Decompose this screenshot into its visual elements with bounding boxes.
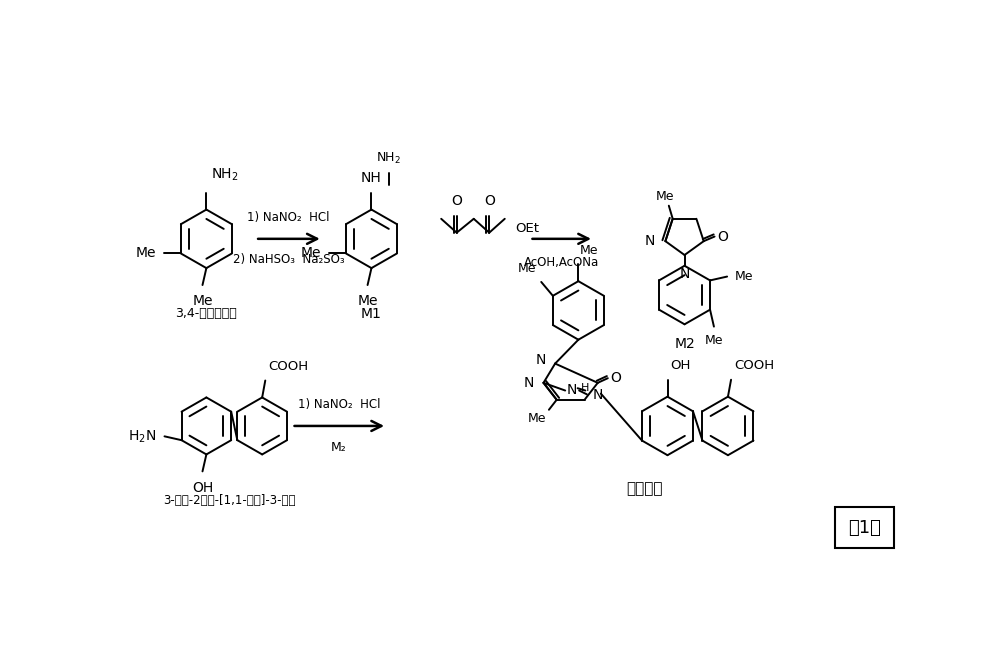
Text: AcOH,AcONa: AcOH,AcONa (524, 256, 599, 269)
Text: Me: Me (705, 334, 723, 348)
Text: Me: Me (580, 244, 598, 257)
Text: OH: OH (192, 481, 213, 495)
Text: O: O (718, 230, 729, 244)
Text: NH$_2$: NH$_2$ (376, 152, 401, 166)
Text: N: N (679, 267, 690, 281)
Text: M2: M2 (674, 338, 695, 352)
Text: OH: OH (671, 359, 691, 372)
Text: O: O (610, 371, 621, 385)
Text: 2) NaHSO₃  Na₂SO₃: 2) NaHSO₃ Na₂SO₃ (233, 254, 344, 267)
Text: 1) NaNO₂  HCl: 1) NaNO₂ HCl (298, 399, 380, 411)
Text: N: N (593, 388, 603, 402)
Text: O: O (451, 194, 462, 208)
Text: H$_2$N: H$_2$N (128, 428, 156, 445)
Text: 3,4-二甲基苯胺: 3,4-二甲基苯胺 (176, 307, 237, 320)
Text: Me: Me (192, 295, 213, 308)
Text: COOH: COOH (268, 360, 308, 373)
Text: N: N (567, 383, 577, 397)
Text: 3-氨基-2羟基-[1,1-联苯]-3-甲酸: 3-氨基-2羟基-[1,1-联苯]-3-甲酸 (163, 494, 296, 506)
Text: H: H (581, 383, 589, 393)
Text: N: N (644, 234, 655, 248)
Text: Me: Me (527, 412, 546, 425)
Text: OEt: OEt (515, 222, 539, 235)
Text: Me: Me (136, 246, 156, 260)
FancyBboxPatch shape (835, 507, 894, 548)
Text: Me: Me (656, 191, 674, 203)
Text: Me: Me (735, 270, 753, 283)
Text: COOH: COOH (734, 359, 774, 372)
Text: N: N (524, 376, 534, 390)
Text: （1）: （1） (848, 518, 881, 537)
Text: O: O (484, 194, 495, 208)
Text: Me: Me (517, 262, 536, 275)
Text: 艾曲波帕: 艾曲波帕 (626, 481, 662, 496)
Text: NH: NH (360, 171, 381, 185)
Text: M1: M1 (361, 307, 382, 320)
Text: N: N (535, 354, 546, 367)
Text: 1) NaNO₂  HCl: 1) NaNO₂ HCl (247, 211, 330, 224)
Text: Me: Me (357, 295, 378, 308)
Text: NH$_2$: NH$_2$ (211, 167, 239, 183)
Text: Me: Me (301, 246, 321, 260)
Text: M₂: M₂ (331, 441, 347, 453)
